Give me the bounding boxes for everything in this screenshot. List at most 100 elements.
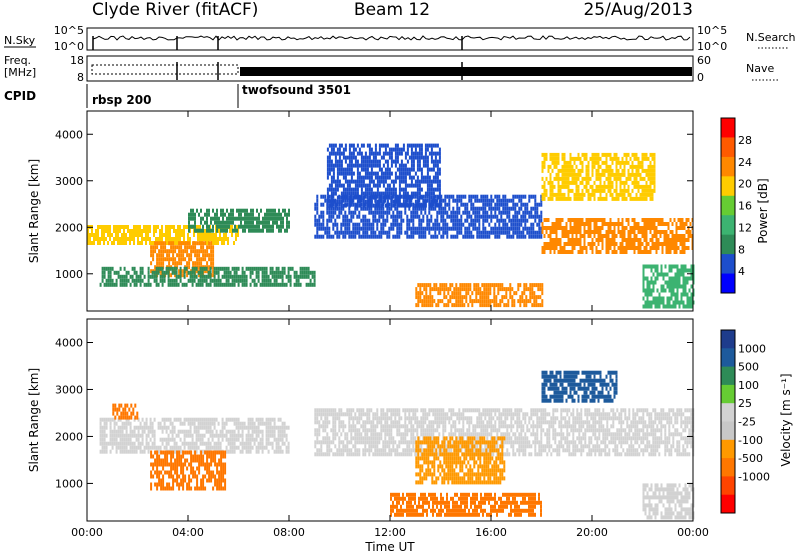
data-cell [313, 278, 316, 283]
data-cell [621, 180, 624, 185]
data-cell [551, 230, 554, 234]
data-cell [597, 152, 600, 157]
data-cell [488, 214, 491, 219]
data-cell [162, 245, 165, 250]
data-cell [380, 175, 383, 180]
data-cell [107, 241, 109, 245]
data-cell [386, 210, 389, 215]
data-cell [97, 225, 99, 229]
data-cell [523, 283, 526, 288]
data-cell [583, 184, 586, 189]
data-cell [587, 234, 590, 238]
data-cell [655, 242, 658, 246]
data-cell [163, 233, 165, 237]
data-cell [464, 218, 467, 223]
data-cell [543, 234, 546, 238]
data-cell [227, 437, 230, 442]
data-cell [372, 183, 375, 188]
data-cell [196, 269, 199, 274]
data-cell [647, 184, 650, 189]
data-cell [585, 184, 588, 189]
data-cell [105, 237, 107, 241]
data-cell [181, 229, 183, 233]
data-cell [609, 218, 612, 222]
data-cell [322, 222, 325, 227]
data-cell [175, 229, 177, 233]
data-cell [497, 303, 500, 308]
data-cell [531, 283, 534, 288]
data-cell [500, 218, 503, 223]
data-cell [197, 429, 200, 434]
data-cell [672, 280, 675, 285]
data-cell [162, 249, 165, 254]
data-cell [617, 176, 620, 181]
data-cell [213, 270, 216, 275]
data-cell [133, 433, 136, 438]
data-cell [406, 234, 409, 239]
data-cell [261, 429, 264, 434]
nsky-panel: N.Sky 10^5 10^0 10^5 10^0 N.Search [4, 24, 796, 53]
data-cell [605, 152, 608, 157]
data-cell [649, 250, 652, 254]
data-cell [212, 257, 215, 262]
data-cell [406, 147, 409, 152]
data-cell [408, 218, 411, 223]
data-cell [260, 228, 262, 233]
data-cell [180, 257, 183, 262]
data-cell [647, 250, 650, 254]
data-cell [675, 234, 678, 238]
data-cell [204, 241, 207, 246]
data-cell [520, 198, 523, 203]
data-cell [204, 249, 207, 254]
data-cell [561, 218, 564, 222]
data-cell [599, 218, 602, 222]
data-cell [280, 228, 282, 233]
data-cell [243, 445, 246, 450]
data-cell [107, 270, 110, 275]
data-cell [193, 425, 196, 430]
data-cell [161, 441, 164, 446]
data-cell [293, 282, 296, 287]
data-cell [328, 159, 331, 164]
data-cell [127, 270, 130, 275]
data-cell [352, 147, 355, 152]
data-cell [643, 226, 646, 230]
data-cell [154, 462, 157, 467]
data-cell [241, 429, 244, 434]
data-cell [456, 226, 459, 231]
data-cell [348, 171, 351, 176]
data-cell [145, 233, 147, 237]
data-cell [667, 250, 670, 254]
data-cell [380, 214, 383, 219]
data-cell [226, 216, 228, 221]
data-cell [354, 203, 357, 208]
data-cell [332, 234, 335, 239]
data-cell [346, 167, 349, 172]
data-cell [227, 441, 230, 446]
data-cell [91, 241, 93, 245]
data-cell [605, 160, 608, 165]
data-cell [458, 218, 461, 223]
data-cell [386, 195, 389, 200]
data-cell [380, 230, 383, 235]
data-cell [386, 167, 389, 172]
data-cell [410, 230, 413, 235]
data-cell [527, 299, 530, 304]
data-cell [410, 202, 413, 207]
data-cell [398, 151, 401, 156]
data-cell [188, 216, 190, 221]
data-cell [206, 458, 209, 463]
data-cell [93, 237, 95, 241]
data-cell [490, 210, 493, 215]
data-cell [332, 191, 335, 196]
data-cell [356, 222, 359, 227]
data-cell [543, 164, 546, 169]
data-cell [188, 261, 191, 266]
data-cell [233, 441, 236, 446]
data-cell [135, 282, 138, 287]
data-cell [219, 233, 221, 237]
data-cell [684, 280, 687, 285]
data-cell [419, 291, 422, 296]
data-cell [332, 199, 335, 204]
data-cell [424, 147, 427, 152]
